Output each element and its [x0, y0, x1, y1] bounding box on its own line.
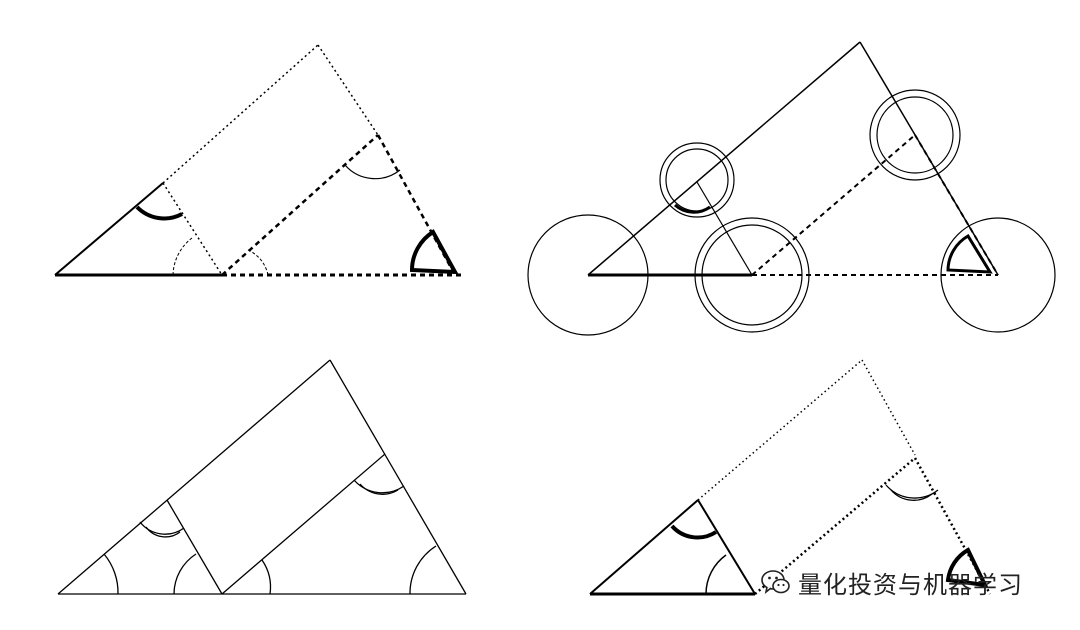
angle-arc — [705, 554, 727, 595]
outer-edge — [329, 359, 467, 595]
vertex-circle — [694, 217, 810, 333]
angle-arc — [359, 483, 399, 495]
angle-arc — [409, 545, 437, 595]
panel-bottom-right — [589, 359, 992, 596]
angle-sector-bold — [945, 547, 989, 588]
vertex-circle — [940, 217, 1056, 333]
vertex-circle — [876, 96, 954, 174]
panel-top-left — [54, 44, 462, 277]
angle-sector-bold — [946, 233, 993, 274]
wechat-icon — [761, 570, 790, 594]
angle-arc — [247, 249, 269, 276]
outer-edge — [587, 41, 861, 276]
vertex-circle — [665, 148, 729, 212]
outer-edge — [57, 359, 331, 595]
angle-arc — [890, 489, 933, 501]
inner-dashed — [751, 134, 916, 276]
angle-arc-bold — [673, 203, 711, 214]
angle-arc — [172, 237, 193, 276]
inner-edge — [221, 453, 386, 595]
dotted-edge — [861, 359, 916, 456]
angle-sector-bold — [409, 229, 459, 275]
dotted-edge — [317, 44, 379, 136]
angle-arc — [353, 479, 405, 494]
dotted-edge — [162, 182, 223, 276]
dotted-edge — [162, 44, 319, 184]
vertex-circle — [869, 89, 961, 181]
inner-edge — [166, 499, 223, 595]
left-edge — [589, 499, 699, 595]
panel-bottom-left — [57, 359, 467, 595]
angle-arc — [885, 484, 939, 499]
inner-dashed — [914, 134, 999, 276]
angle-arc — [103, 553, 119, 595]
dotted-edge — [913, 457, 992, 595]
angle-arc — [173, 553, 197, 595]
vertex-circle — [701, 224, 803, 326]
watermark-text: 量化投资与机器学习 — [798, 570, 1023, 599]
angle-arc — [261, 559, 272, 595]
panel-top-right — [527, 41, 1056, 336]
vertex-circle — [527, 214, 649, 336]
watermark: 量化投资与机器学习 — [760, 562, 1023, 602]
angle-arc — [344, 164, 401, 180]
left-edge — [54, 182, 164, 276]
inner-edge — [696, 181, 753, 276]
dotted-edge — [697, 359, 863, 501]
dashed-edge — [221, 134, 379, 276]
vertex-circle — [659, 142, 735, 218]
angle-arc-bold — [135, 205, 183, 221]
inner-edge — [697, 499, 756, 595]
angle-arc — [145, 526, 181, 538]
angle-arc — [139, 521, 185, 535]
angle-arc-bold — [670, 524, 718, 540]
